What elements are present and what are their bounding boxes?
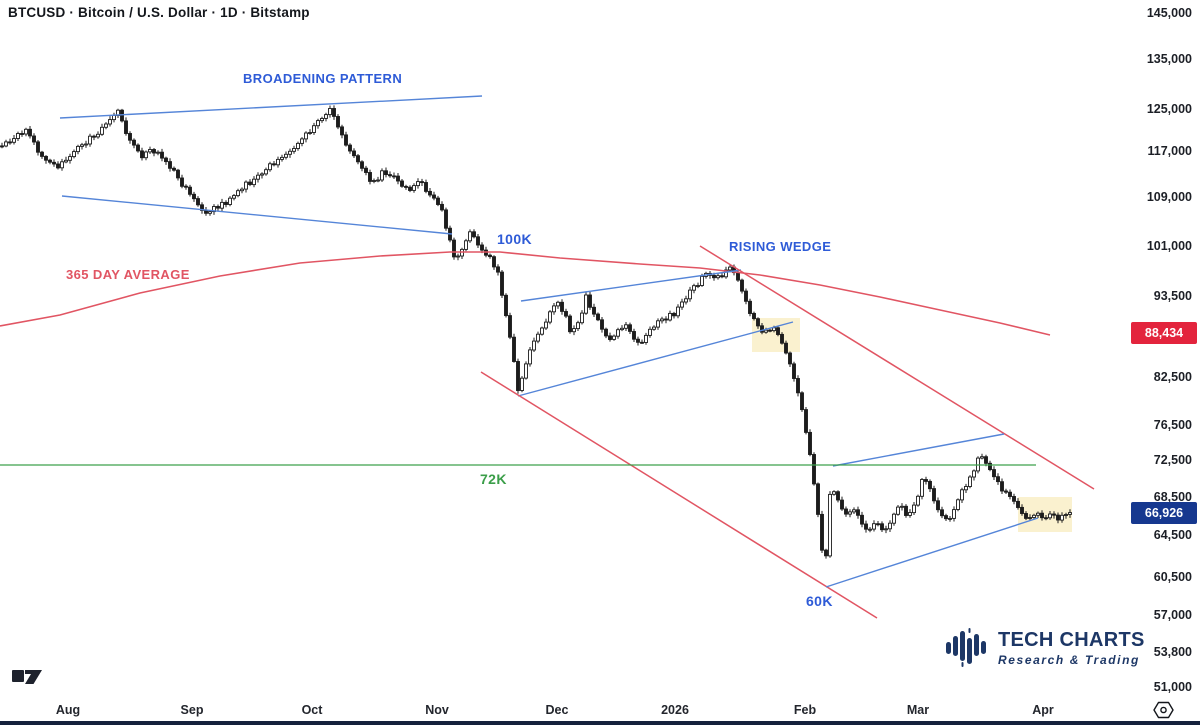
annotation-broadening-pattern[interactable]: BROADENING PATTERN (243, 71, 403, 86)
trendline-rising-wedge-lower[interactable] (517, 321, 794, 397)
time-tick-label: Aug (55, 703, 81, 717)
tech-charts-logo: TECH CHARTS Research & Trading (944, 626, 1145, 670)
time-tick-label: Sep (180, 703, 204, 717)
time-tick-label: Nov (425, 703, 449, 717)
annotation-60k[interactable]: 60K (806, 593, 833, 609)
price-tick-label: 76,500 (1153, 418, 1192, 433)
candles (0, 105, 1072, 559)
price-tick-label: 53,800 (1153, 645, 1192, 660)
tech-charts-bars-icon (946, 628, 986, 667)
annotation-365-day-average[interactable]: 365 DAY AVERAGE (66, 267, 190, 282)
price-tick-label: 109,000 (1146, 190, 1192, 205)
trendline-flag-lower[interactable] (825, 517, 1039, 588)
time-tick-label: Dec (545, 703, 569, 717)
price-tick-label: 135,000 (1146, 52, 1192, 67)
price-tick-label: 117,000 (1147, 144, 1193, 159)
price-tick-label: 125,000 (1146, 101, 1192, 116)
ma-365-line[interactable] (0, 251, 1051, 336)
price-tick-label: 64,500 (1153, 528, 1192, 543)
trendline-downtrend-channel-upper[interactable] (699, 245, 1095, 490)
hexagon-target-icon[interactable] (1152, 701, 1175, 724)
time-tick-label: Feb (793, 703, 817, 717)
trendline-rising-wedge-upper[interactable] (520, 269, 742, 302)
last-price-badge: 66,926 (1131, 502, 1197, 524)
annotation-rising-wedge[interactable]: RISING WEDGE (729, 239, 832, 254)
symbol-title: BTCUSD · Bitcoin / U.S. Dollar · 1D · Bi… (8, 5, 310, 20)
price-tick-label: 101,000 (1146, 239, 1192, 254)
trendline-broadening-upper[interactable] (59, 95, 483, 119)
highlight-box[interactable] (752, 318, 800, 352)
bottom-accent-bar (0, 721, 1200, 725)
brand-tagline: Research & Trading (998, 652, 1140, 667)
price-tick-label: 68,500 (1153, 489, 1192, 504)
price-tick-label: 51,000 (1153, 679, 1192, 694)
time-tick-label: Apr (1032, 703, 1054, 717)
price-tick-label: 145,000 (1146, 6, 1192, 20)
price-tick-label: 60,500 (1153, 569, 1192, 584)
trendline-downtrend-channel-lower[interactable] (480, 371, 878, 619)
time-tick-label: 2026 (661, 703, 689, 717)
price-tick-label: 93,500 (1153, 288, 1192, 303)
annotation-72k[interactable]: 72K (480, 471, 507, 487)
price-tick-label: 82,500 (1153, 369, 1192, 384)
time-tick-label: Mar (906, 703, 930, 717)
time-tick-label: Oct (301, 703, 323, 717)
ma-price-badge: 88,434 (1131, 322, 1197, 344)
trendline-flag-upper[interactable] (832, 433, 1005, 467)
price-tick-label: 72,500 (1153, 453, 1192, 468)
tradingview-logo-icon[interactable] (12, 666, 44, 693)
price-tick-label: 57,000 (1153, 608, 1192, 623)
annotation-100k[interactable]: 100K (497, 231, 533, 247)
brand-name: TECH CHARTS (998, 628, 1145, 651)
trendline-broadening-lower[interactable] (61, 195, 453, 235)
